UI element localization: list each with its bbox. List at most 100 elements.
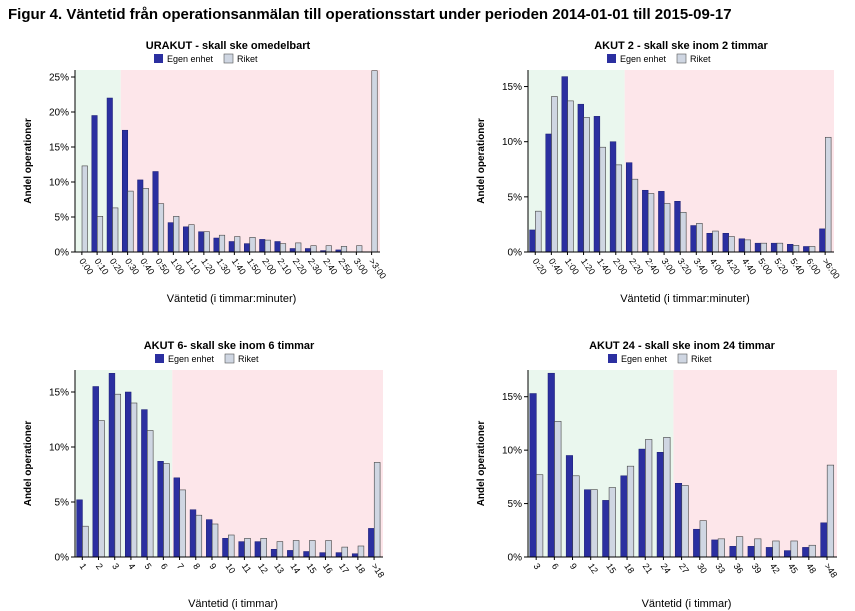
bar-egen-enhet — [561, 76, 568, 253]
bar-egen-enhet — [106, 97, 113, 253]
bar-egen-enhet — [108, 373, 116, 558]
legend-label-own: Egen enhet — [620, 54, 667, 64]
y-tick-label: 15% — [502, 392, 522, 403]
bar-riket — [276, 541, 284, 558]
chart-legend: Egen enhet Riket — [607, 53, 711, 64]
bar-egen-enhet — [625, 162, 633, 253]
bar-egen-enhet — [213, 237, 220, 253]
bar-egen-enhet — [787, 244, 794, 253]
legend-swatch-all — [223, 53, 234, 64]
bar-riket — [808, 246, 816, 253]
legend-swatch-all — [677, 353, 688, 364]
x-tick-label: >18 — [369, 561, 386, 579]
x-tick-label: 2 — [94, 561, 105, 571]
x-tick-label: 2:20 — [627, 256, 645, 276]
bar-egen-enhet — [198, 231, 205, 253]
bar-egen-enhet — [125, 391, 132, 558]
bar-riket — [754, 538, 762, 558]
x-tick-label: 5 — [142, 561, 153, 571]
chart-legend: Egen enhet Riket — [608, 353, 712, 364]
bar-riket — [681, 485, 689, 558]
x-tick-label: 16 — [321, 561, 335, 575]
bar-egen-enhet — [765, 547, 773, 558]
bar-riket — [776, 242, 784, 253]
y-tick-label: 15% — [502, 82, 522, 93]
bar-riket — [340, 246, 348, 253]
bar-egen-enhet — [254, 541, 262, 558]
bar-riket — [357, 545, 365, 558]
y-axis-title: Andel operationer — [23, 118, 34, 204]
legend-swatch-all — [224, 353, 235, 364]
y-tick-label: 5% — [55, 498, 70, 509]
y-axis-title: Andel operationer — [476, 421, 487, 507]
bar-egen-enhet — [565, 455, 573, 558]
x-tick-label: 1:00 — [169, 256, 187, 276]
bar-riket — [626, 465, 635, 558]
bar-riket — [583, 117, 590, 253]
x-tick-label: 42 — [768, 561, 782, 575]
x-tick-label: 48 — [804, 561, 818, 575]
legend-swatch-own — [608, 354, 617, 363]
x-tick-label: 7 — [175, 561, 186, 571]
x-tick-label: 6:00 — [804, 256, 822, 276]
bar-egen-enhet — [287, 550, 294, 558]
bar-riket — [551, 96, 558, 253]
legend-swatch-all — [676, 53, 687, 64]
x-tick-label: 4 — [126, 561, 137, 571]
bar-riket — [81, 165, 88, 253]
x-tick-label: 4:40 — [740, 256, 758, 276]
bar-egen-enhet — [803, 246, 810, 253]
bar-egen-enhet — [706, 232, 713, 253]
x-tick-label: 21 — [641, 561, 655, 575]
x-tick-label: 5:00 — [756, 256, 774, 276]
bar-riket — [647, 193, 655, 253]
x-tick-label: 15 — [604, 561, 618, 575]
bar-egen-enhet — [642, 189, 649, 253]
x-tick-label: 2:40 — [321, 256, 339, 276]
bar-riket — [373, 462, 381, 558]
bar-riket — [203, 231, 210, 253]
legend-label-all: Riket — [690, 54, 711, 64]
y-tick-label: 15% — [49, 388, 69, 399]
zone-over-target — [172, 370, 383, 557]
x-tick-label: 8 — [191, 561, 202, 571]
bar-riket — [228, 534, 235, 558]
bar-egen-enhet — [305, 248, 312, 253]
x-tick-label: 3:20 — [676, 256, 694, 276]
x-tick-label: 13 — [272, 561, 286, 575]
bar-riket — [356, 245, 363, 253]
y-tick-label: 5% — [508, 499, 523, 510]
legend-swatch-own — [607, 54, 616, 63]
bar-riket — [572, 475, 580, 558]
bar-riket — [82, 525, 89, 558]
bar-egen-enhet — [602, 500, 610, 558]
bar-egen-enhet — [173, 477, 180, 558]
chart-title: AKUT 6- skall ske inom 6 timmar — [144, 340, 315, 352]
x-tick-label: 1:00 — [563, 256, 581, 276]
bar-riket — [292, 540, 300, 558]
x-tick-label: 1:20 — [579, 256, 597, 276]
bar-riket — [371, 70, 378, 253]
bar-egen-enhet — [620, 475, 628, 558]
bar-riket — [146, 430, 154, 558]
bar-egen-enhet — [674, 201, 681, 253]
x-tick-label: 2:20 — [291, 256, 309, 276]
bar-egen-enhet — [674, 483, 683, 558]
bar-egen-enhet — [529, 393, 537, 558]
bar-egen-enhet — [141, 409, 148, 558]
bar-riket — [98, 420, 105, 558]
y-tick-label: 20% — [49, 108, 69, 119]
bar-riket — [567, 100, 574, 253]
x-tick-label: 14 — [288, 561, 302, 575]
x-tick-label: 18 — [353, 561, 367, 575]
bar-riket — [631, 178, 639, 253]
bar-riket — [826, 464, 835, 558]
bar-riket — [615, 164, 623, 253]
legend-label-all: Riket — [691, 354, 712, 364]
bar-riket — [244, 537, 251, 558]
x-tick-label: >3:00 — [367, 256, 388, 280]
x-tick-label: 9 — [568, 561, 579, 571]
bar-riket — [114, 393, 122, 558]
x-tick-label: 2:40 — [643, 256, 661, 276]
